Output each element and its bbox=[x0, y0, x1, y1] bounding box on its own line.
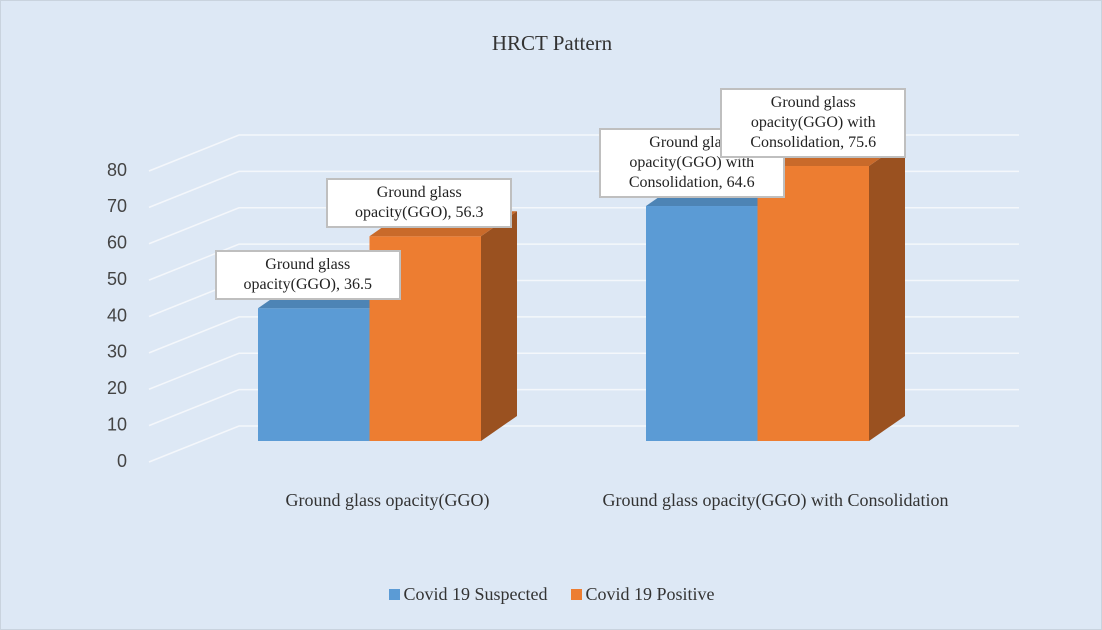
data-label: Ground glass opacity(GGO) with Consolida… bbox=[720, 88, 907, 158]
legend-label: Covid 19 Suspected bbox=[403, 584, 548, 604]
data-label: Ground glass opacity(GGO), 36.5 bbox=[214, 250, 401, 301]
bar-front bbox=[258, 308, 370, 441]
bar-side bbox=[481, 211, 517, 441]
legend-swatch bbox=[571, 589, 583, 600]
bar-front bbox=[646, 206, 758, 441]
y-tick-label: 60 bbox=[107, 233, 127, 253]
bar-side bbox=[869, 141, 905, 441]
legend-item: Covid 19 Suspected bbox=[389, 584, 547, 605]
y-tick-label: 0 bbox=[117, 451, 127, 471]
chart-title: HRCT Pattern bbox=[491, 31, 613, 55]
y-tick-label: 10 bbox=[107, 414, 127, 434]
y-tick-label: 20 bbox=[107, 378, 127, 398]
bar-front bbox=[757, 166, 869, 441]
legend-label: Covid 19 Positive bbox=[585, 584, 715, 604]
y-tick-label: 80 bbox=[107, 160, 127, 180]
legend-swatch bbox=[389, 589, 401, 600]
legend: Covid 19 Suspected Covid 19 Positive bbox=[1, 584, 1101, 605]
legend-item: Covid 19 Positive bbox=[571, 584, 715, 605]
y-tick-label: 40 bbox=[107, 305, 127, 325]
y-tick-label: 50 bbox=[107, 269, 127, 289]
y-tick-label: 30 bbox=[107, 342, 127, 362]
y-tick-label: 70 bbox=[107, 196, 127, 216]
x-tick-label: Ground glass opacity(GGO) bbox=[285, 490, 490, 510]
data-label: Ground glass opacity(GGO), 56.3 bbox=[326, 178, 513, 229]
bar bbox=[757, 141, 905, 441]
x-tick-label: Ground glass opacity(GGO) with Consolida… bbox=[602, 490, 949, 510]
bar bbox=[369, 211, 517, 441]
